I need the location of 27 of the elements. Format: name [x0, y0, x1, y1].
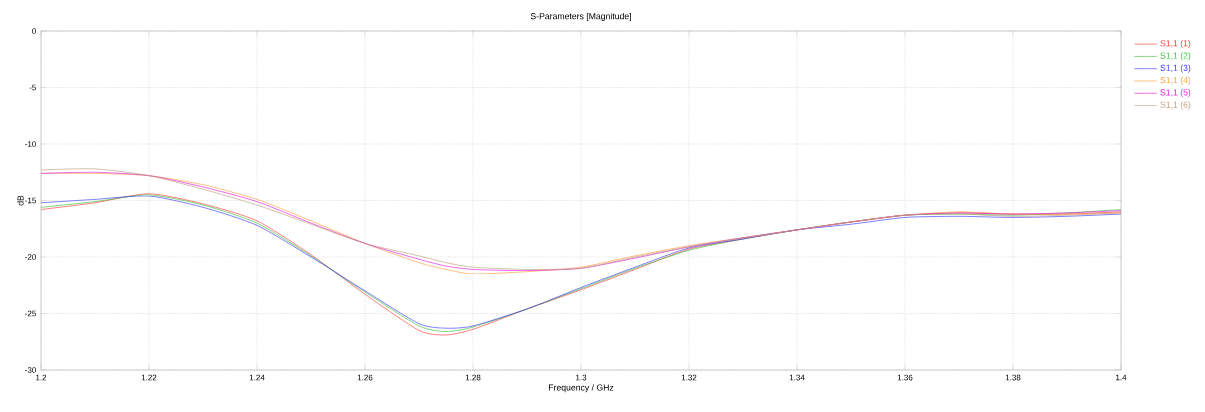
x-tick-label: 1.38	[1005, 374, 1021, 381]
legend-label: S1,1 (1)	[1160, 40, 1191, 49]
x-axis-title: Frequency / GHz	[548, 384, 614, 393]
x-tick-label: 1.34	[789, 374, 805, 381]
x-tick-label: 1.28	[465, 374, 481, 381]
y-tick-label: -30	[25, 367, 36, 373]
x-tick-label: 1.2	[36, 374, 47, 381]
x-tick-label: 1.26	[357, 374, 373, 381]
y-axis-title: dB	[17, 195, 24, 206]
x-tick-label: 1.22	[141, 374, 157, 381]
y-tick-label: -25	[25, 310, 36, 317]
legend-label: S1,1 (4)	[1160, 76, 1191, 85]
legend-label: S1,1 (3)	[1160, 64, 1191, 73]
x-tick-label: 1.36	[897, 374, 913, 381]
x-tick-label: 1.32	[681, 374, 697, 381]
y-tick-label: -15	[25, 197, 36, 204]
x-tick-label: 1.3	[576, 374, 587, 381]
legend-label: S1,1 (5)	[1160, 89, 1191, 98]
y-tick-label: 0	[32, 28, 36, 34]
y-tick-label: -10	[25, 141, 36, 147]
y-tick-label: -5	[29, 84, 36, 91]
chart-title: S-Parameters [Magnitude]	[530, 12, 631, 21]
legend-label: S1,1 (6)	[1160, 101, 1191, 110]
x-tick-label: 1.4	[1116, 374, 1127, 381]
y-tick-label: -20	[25, 254, 36, 260]
legend-label: S1,1 (2)	[1160, 52, 1191, 61]
x-tick-label: 1.24	[249, 374, 265, 381]
